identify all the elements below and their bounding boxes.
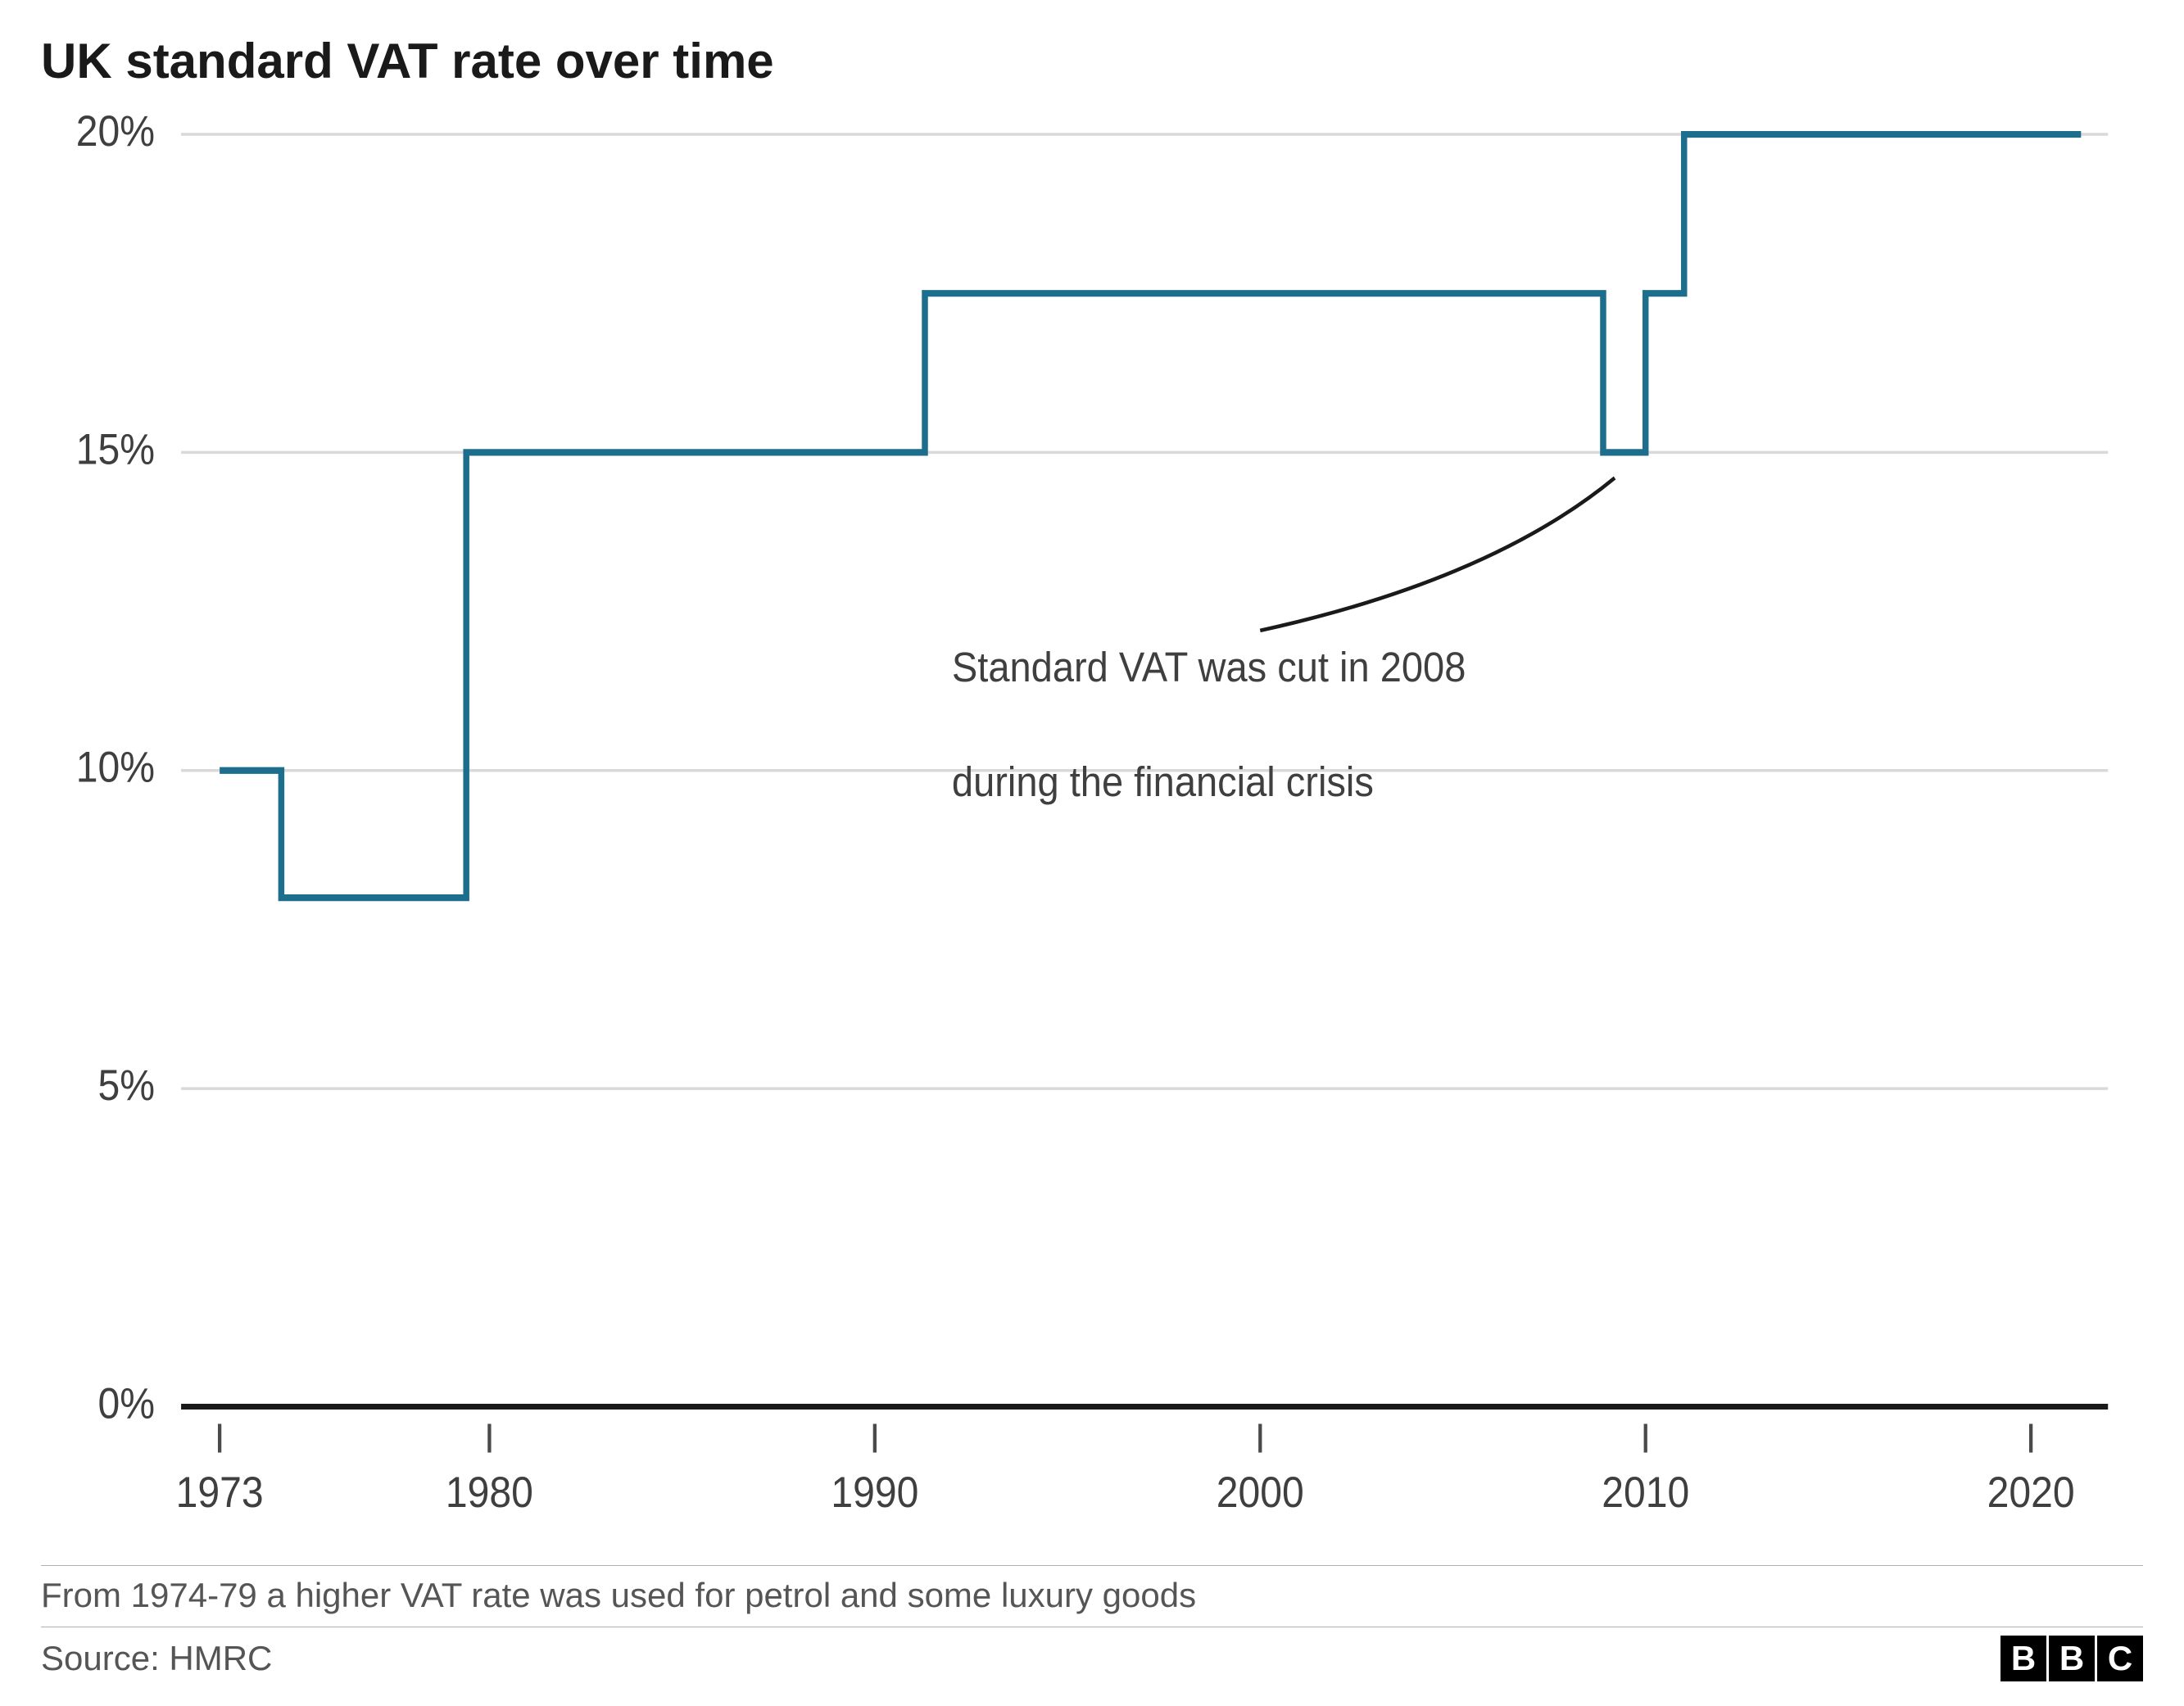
bbc-logo: BBC [2000, 1636, 2143, 1681]
footnote-text: From 1974-79 a higher VAT rate was used … [41, 1576, 2143, 1615]
annotation-leader [1260, 477, 1615, 630]
x-axis-label: 2000 [1217, 1468, 1304, 1516]
x-axis-label: 1990 [831, 1468, 918, 1516]
x-axis-label: 1980 [446, 1468, 533, 1516]
y-axis-label: 10% [76, 743, 155, 791]
source-row: Source: HMRC BBC [41, 1627, 2143, 1681]
plot-area: 0% 5% 10% 15% 20% 1973 1980 1990 2000 2010 2020 Sta… [41, 106, 2143, 1541]
bbc-logo-block: B [2049, 1636, 2095, 1681]
source-text: Source: HMRC [41, 1639, 272, 1678]
x-axis-label: 1973 [176, 1468, 264, 1516]
y-axis-label: 0% [97, 1378, 155, 1427]
chart-footer: From 1974-79 a higher VAT rate was used … [41, 1565, 2143, 1681]
plot-svg: 0% 5% 10% 15% 20% 1973 1980 1990 2000 2010 2020 Sta… [41, 106, 2143, 1541]
x-axis-label: 2020 [1987, 1468, 2075, 1516]
y-axis-label: 15% [76, 424, 155, 473]
y-axis-label: 5% [97, 1061, 155, 1109]
chart-container: UK standard VAT rate over time 0% 5% 10% 15… [0, 0, 2184, 1706]
annotation-text-line1: Standard VAT was cut in 2008 [952, 644, 1466, 690]
x-axis-label: 2010 [1602, 1468, 1689, 1516]
bbc-logo-block: C [2097, 1636, 2143, 1681]
y-axis-label: 20% [76, 106, 155, 155]
bbc-logo-block: B [2000, 1636, 2046, 1681]
chart-title: UK standard VAT rate over time [41, 33, 2143, 89]
annotation-text-line2: during the financial crisis [952, 758, 1374, 805]
